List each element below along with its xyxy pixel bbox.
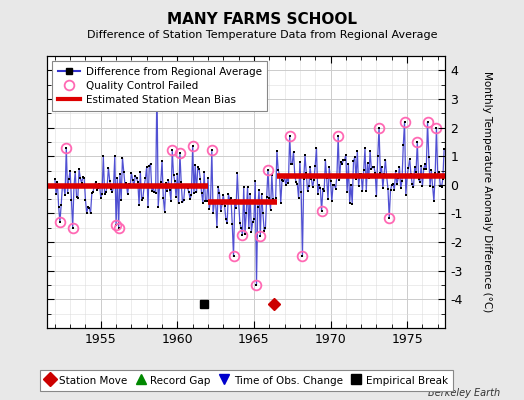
Legend: Station Move, Record Gap, Time of Obs. Change, Empirical Break: Station Move, Record Gap, Time of Obs. C… [39, 370, 453, 391]
Text: MANY FARMS SCHOOL: MANY FARMS SCHOOL [167, 12, 357, 27]
Y-axis label: Monthly Temperature Anomaly Difference (°C): Monthly Temperature Anomaly Difference (… [482, 71, 492, 313]
Text: Berkeley Earth: Berkeley Earth [428, 388, 500, 398]
Text: Difference of Station Temperature Data from Regional Average: Difference of Station Temperature Data f… [87, 30, 437, 40]
Legend: Difference from Regional Average, Quality Control Failed, Estimated Station Mean: Difference from Regional Average, Qualit… [52, 61, 267, 111]
